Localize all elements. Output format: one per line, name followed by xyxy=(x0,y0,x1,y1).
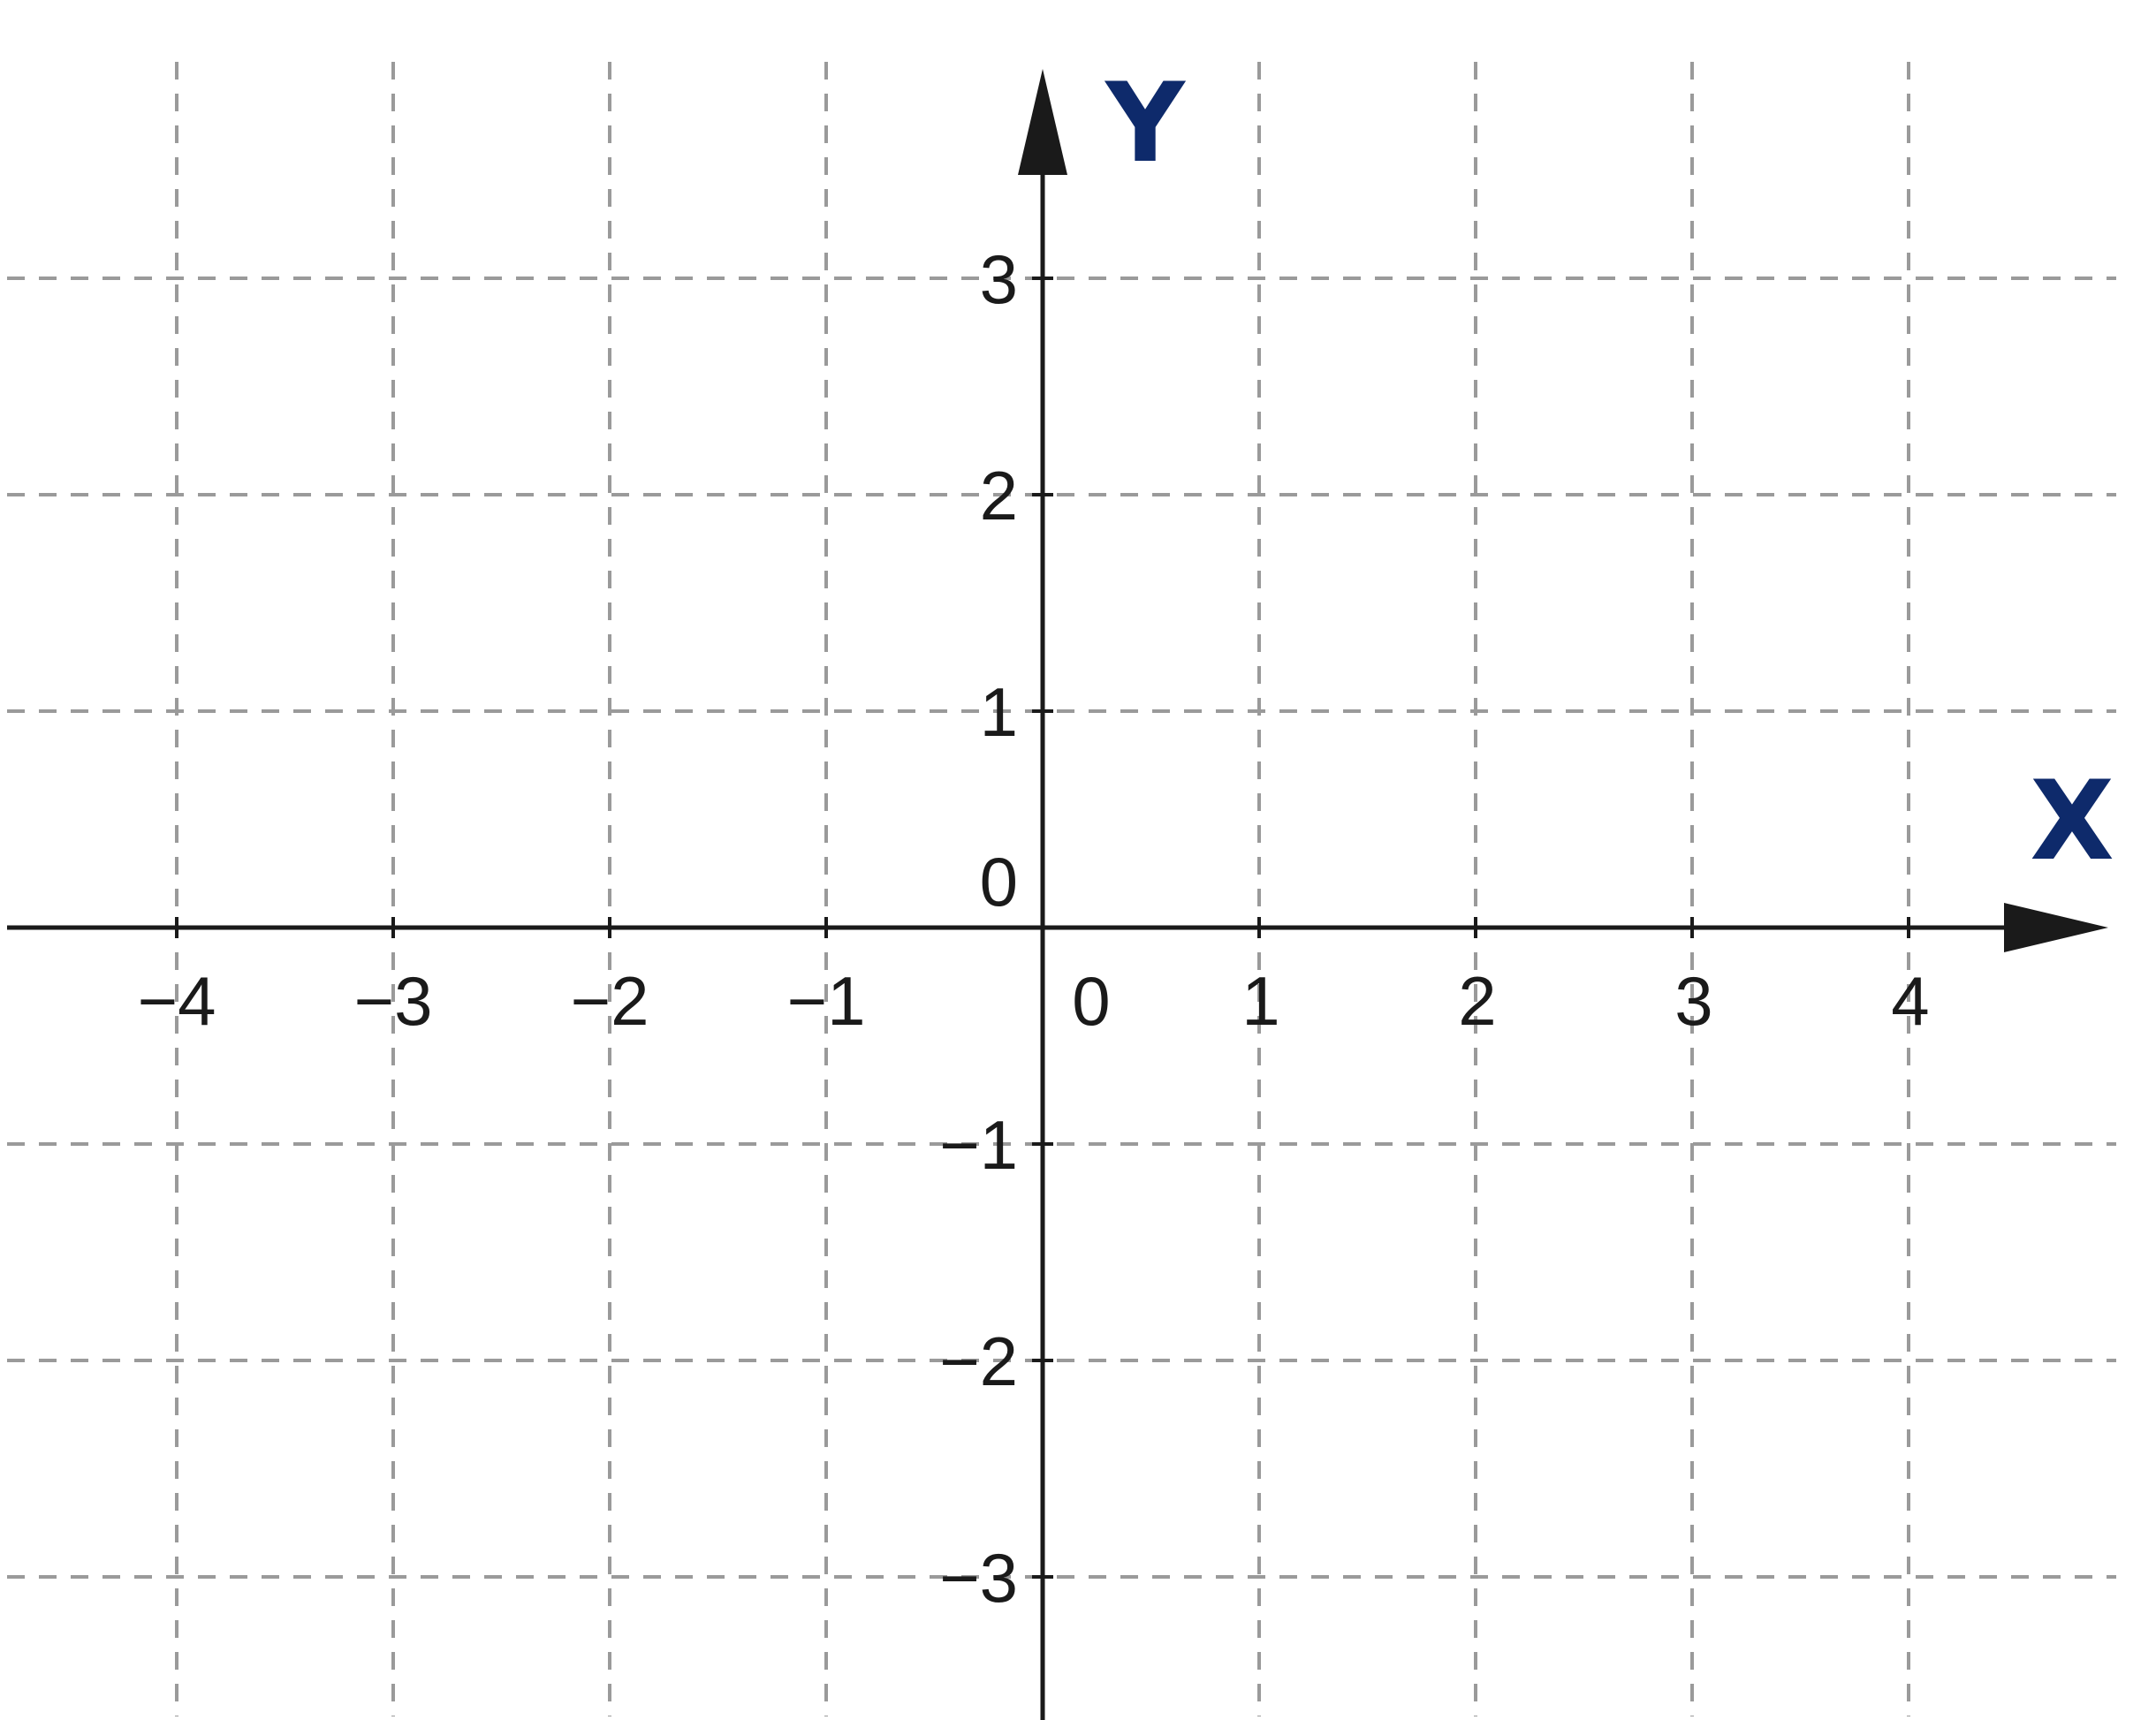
y-tick-label: 0 xyxy=(980,843,1018,921)
y-tick-label: 2 xyxy=(980,457,1018,534)
y-tick-label: −1 xyxy=(939,1106,1018,1184)
x-axis-arrowhead xyxy=(2004,903,2108,952)
x-tick-label: −2 xyxy=(571,962,649,1040)
y-axis-arrowhead xyxy=(1018,69,1067,175)
x-tick-label: 4 xyxy=(1891,962,1929,1040)
x-tick-label: −1 xyxy=(787,962,866,1040)
vertical-gridlines xyxy=(175,62,1910,1716)
x-tick-label: 3 xyxy=(1674,962,1712,1040)
x-tick-label: −3 xyxy=(354,962,433,1040)
x-tick-label: 0 xyxy=(1072,962,1110,1040)
x-axis-ticks: −4 −3 −2 −1 0 1 2 3 4 xyxy=(138,917,1930,1040)
y-tick-label: −2 xyxy=(939,1322,1018,1400)
horizontal-gridlines xyxy=(7,277,2116,1579)
y-tick-label: 1 xyxy=(980,673,1018,751)
x-tick-label: −4 xyxy=(138,962,216,1040)
x-tick-label: 2 xyxy=(1458,962,1496,1040)
y-axis-ticks: −3 −2 −1 0 1 2 3 xyxy=(939,240,1053,1617)
y-tick-label: −3 xyxy=(939,1539,1018,1617)
x-tick-label: 1 xyxy=(1241,962,1279,1040)
y-axis-title: Y xyxy=(1104,60,1186,187)
y-tick-label: 3 xyxy=(980,240,1018,318)
x-axis-title: X xyxy=(2030,758,2114,885)
